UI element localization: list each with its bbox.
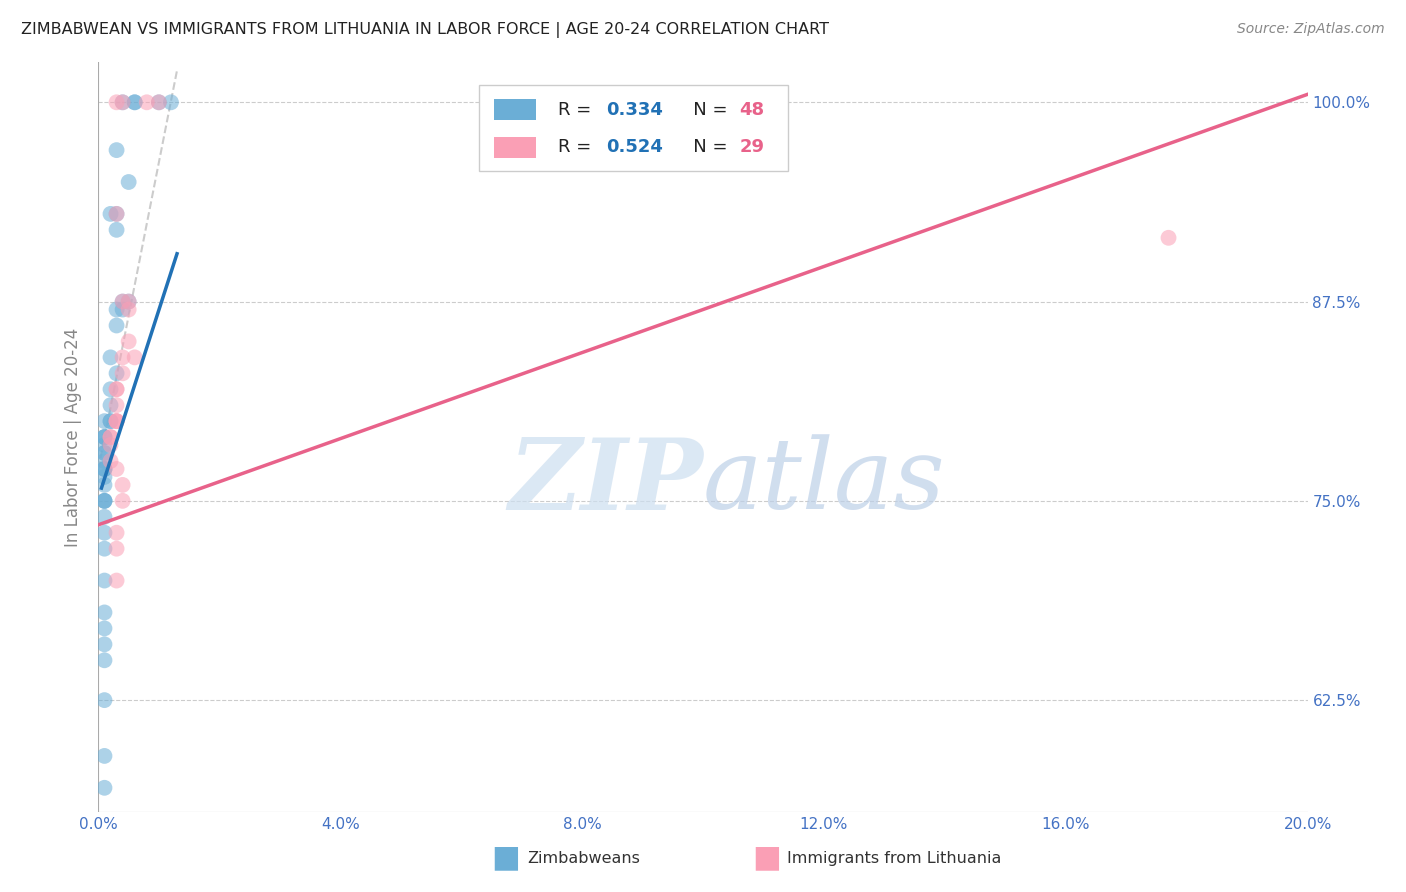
Point bbox=[100, 382, 122, 396]
Point bbox=[148, 95, 170, 110]
Point bbox=[105, 223, 128, 237]
Point bbox=[105, 382, 128, 396]
Text: N =: N = bbox=[676, 101, 734, 119]
Point bbox=[111, 478, 134, 492]
Point bbox=[93, 470, 115, 484]
Point bbox=[111, 95, 134, 110]
Point bbox=[105, 95, 128, 110]
Point bbox=[93, 493, 115, 508]
Point bbox=[111, 367, 134, 381]
Point bbox=[135, 95, 157, 110]
Point bbox=[93, 454, 115, 468]
Point bbox=[105, 207, 128, 221]
Point bbox=[93, 541, 115, 556]
Point bbox=[93, 446, 115, 460]
Point bbox=[93, 693, 115, 707]
Point bbox=[105, 414, 128, 428]
Point bbox=[111, 302, 134, 317]
Point bbox=[100, 207, 122, 221]
Point bbox=[105, 398, 128, 412]
Text: Zimbabweans: Zimbabweans bbox=[527, 851, 640, 865]
Point bbox=[100, 454, 122, 468]
Point bbox=[111, 95, 134, 110]
Point bbox=[111, 294, 134, 309]
Text: 0.524: 0.524 bbox=[606, 138, 664, 156]
Point bbox=[100, 414, 122, 428]
Text: ZIP: ZIP bbox=[509, 434, 704, 530]
Point bbox=[93, 606, 115, 620]
Point bbox=[100, 351, 122, 365]
Point bbox=[160, 95, 183, 110]
Point bbox=[105, 143, 128, 157]
Point bbox=[105, 414, 128, 428]
FancyBboxPatch shape bbox=[479, 85, 787, 171]
Point bbox=[93, 493, 115, 508]
Point bbox=[93, 438, 115, 452]
Point bbox=[111, 351, 134, 365]
Text: ■: ■ bbox=[492, 844, 520, 872]
Point bbox=[93, 637, 115, 651]
Text: N =: N = bbox=[676, 138, 734, 156]
Point bbox=[105, 302, 128, 317]
Text: R =: R = bbox=[558, 138, 598, 156]
Point bbox=[93, 462, 115, 476]
Point bbox=[100, 430, 122, 444]
Point bbox=[105, 462, 128, 476]
Point bbox=[105, 541, 128, 556]
Text: ■: ■ bbox=[752, 844, 780, 872]
Point bbox=[100, 430, 122, 444]
Point bbox=[105, 318, 128, 333]
Point bbox=[124, 351, 146, 365]
Point bbox=[93, 493, 115, 508]
Point bbox=[93, 574, 115, 588]
Point bbox=[100, 414, 122, 428]
Point bbox=[93, 430, 115, 444]
Text: 29: 29 bbox=[740, 138, 765, 156]
Text: Immigrants from Lithuania: Immigrants from Lithuania bbox=[787, 851, 1001, 865]
Point bbox=[118, 302, 141, 317]
Point bbox=[93, 780, 115, 795]
Point bbox=[105, 382, 128, 396]
Point bbox=[93, 430, 115, 444]
Text: R =: R = bbox=[558, 101, 598, 119]
Text: ZIMBABWEAN VS IMMIGRANTS FROM LITHUANIA IN LABOR FORCE | AGE 20-24 CORRELATION C: ZIMBABWEAN VS IMMIGRANTS FROM LITHUANIA … bbox=[21, 22, 830, 38]
Point bbox=[105, 574, 128, 588]
Point bbox=[111, 294, 134, 309]
Point bbox=[93, 653, 115, 667]
Text: 48: 48 bbox=[740, 101, 765, 119]
Point bbox=[93, 621, 115, 635]
Point bbox=[93, 430, 115, 444]
FancyBboxPatch shape bbox=[494, 136, 536, 158]
Point bbox=[124, 95, 146, 110]
Point bbox=[105, 207, 128, 221]
Point bbox=[93, 446, 115, 460]
Point bbox=[100, 398, 122, 412]
Text: 0.334: 0.334 bbox=[606, 101, 664, 119]
Point bbox=[148, 95, 170, 110]
Point bbox=[93, 462, 115, 476]
Point bbox=[118, 294, 141, 309]
Y-axis label: In Labor Force | Age 20-24: In Labor Force | Age 20-24 bbox=[65, 327, 83, 547]
Point bbox=[105, 525, 128, 540]
Point bbox=[105, 414, 128, 428]
Point bbox=[93, 414, 115, 428]
Point bbox=[1157, 231, 1180, 245]
Point bbox=[118, 294, 141, 309]
Point bbox=[118, 334, 141, 349]
Point bbox=[93, 525, 115, 540]
Point bbox=[124, 95, 146, 110]
Point bbox=[105, 367, 128, 381]
Point bbox=[111, 493, 134, 508]
Point bbox=[118, 175, 141, 189]
Point bbox=[93, 478, 115, 492]
Point bbox=[93, 462, 115, 476]
Text: Source: ZipAtlas.com: Source: ZipAtlas.com bbox=[1237, 22, 1385, 37]
FancyBboxPatch shape bbox=[494, 99, 536, 120]
Point bbox=[93, 509, 115, 524]
Point bbox=[100, 438, 122, 452]
Text: atlas: atlas bbox=[703, 434, 945, 530]
Point bbox=[93, 748, 115, 763]
